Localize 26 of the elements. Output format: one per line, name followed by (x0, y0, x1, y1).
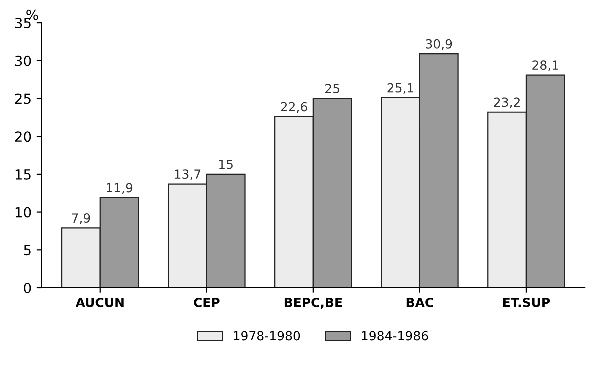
data-label: 25,1 (388, 83, 414, 94)
data-label: 25 (326, 84, 340, 94)
legend-label: 1978-1980 (234, 331, 300, 341)
y-tick-label: 5 (24, 245, 31, 256)
data-label: 23,2 (494, 98, 520, 108)
x-tick-label: BEPC,BE (284, 298, 342, 309)
y-tick-label: 15 (16, 170, 31, 180)
data-label: 11,9 (107, 183, 133, 194)
y-axis-title: % (26, 10, 38, 20)
data-label: 30,9 (426, 39, 452, 50)
x-tick-label: BAC (406, 298, 434, 308)
data-label: 7,9 (72, 214, 90, 224)
x-tick-label: ET.SUP (504, 298, 550, 308)
y-tick-label: 35 (15, 18, 31, 29)
y-tick-label: 10 (16, 207, 32, 218)
data-label: 22,6 (281, 102, 308, 113)
legend-label: 1984-1986 (362, 331, 428, 341)
data-label: 28,1 (532, 60, 558, 72)
y-tick-label: 0 (24, 282, 32, 294)
y-tick-label: 25 (15, 94, 31, 104)
x-tick-label: CEP (194, 298, 220, 308)
y-tick-label: 30 (15, 56, 32, 66)
data-label: 13,7 (175, 170, 201, 180)
y-tick-label: 20 (15, 132, 32, 142)
x-tick-label: AUCUN (76, 298, 124, 308)
data-label: 15 (219, 160, 233, 170)
